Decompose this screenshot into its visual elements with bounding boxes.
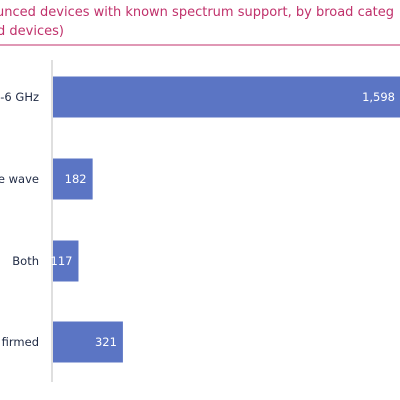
- bars-group: -6 GHz 1,598 e wave 182 Both 117 firmed 321: [0, 76, 400, 363]
- value-label-1: 182: [65, 172, 87, 186]
- bar-2: [53, 240, 79, 282]
- bar-0: [53, 76, 400, 118]
- bar-1: [53, 158, 93, 200]
- chart-title-line-2: d devices): [0, 24, 64, 39]
- category-label-2: Both: [12, 254, 39, 268]
- category-label-1: e wave: [0, 172, 39, 186]
- value-label-3: 321: [95, 335, 117, 349]
- category-label-3: firmed: [2, 335, 39, 349]
- bar-3: [53, 321, 123, 363]
- value-label-2: 117: [51, 254, 73, 268]
- chart-title-line-1: unced devices with known spectrum suppor…: [0, 5, 394, 20]
- category-label-0: -6 GHz: [0, 90, 39, 104]
- value-label-0: 1,598: [362, 90, 395, 104]
